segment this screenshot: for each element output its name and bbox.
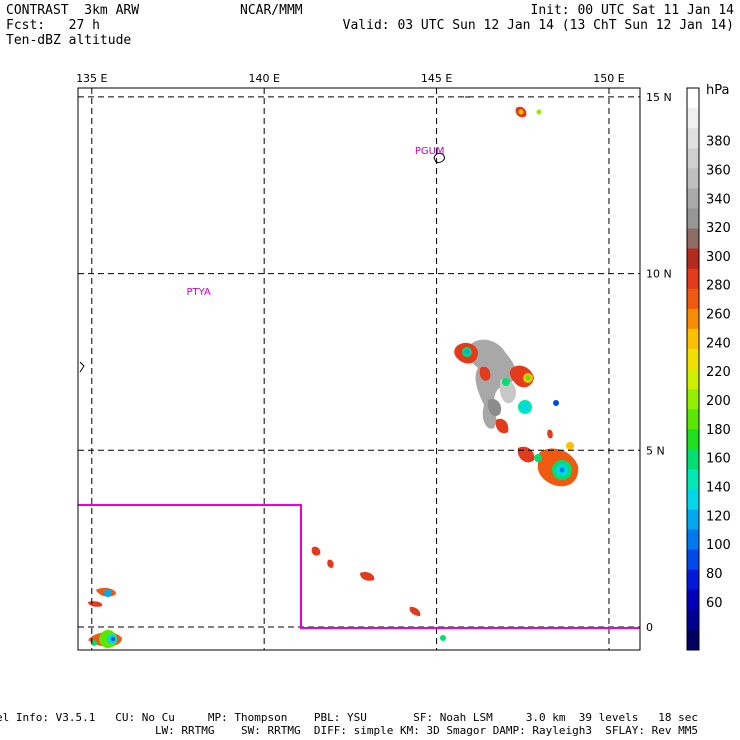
colorbar-label: 260 xyxy=(706,308,731,323)
colorbar-label: 240 xyxy=(706,336,731,351)
colorbar-swatch xyxy=(687,88,699,109)
colorbar-swatch xyxy=(687,108,699,129)
colorbar-swatch xyxy=(687,148,699,169)
colorbar-swatch xyxy=(687,348,699,370)
colorbar-frame xyxy=(686,87,700,651)
boundary-line xyxy=(78,504,640,629)
colorbar-label: 220 xyxy=(706,365,731,380)
colorbar: hPa 380 360 340 320 300 280 260 240 220 200 180 160 1… xyxy=(686,83,731,651)
lat-label: 15 N xyxy=(646,91,672,104)
valid-time: Valid: 03 UTC Sun 12 Jan 14 (13 ChT Sun … xyxy=(342,18,734,33)
model-info-line1: Model Info: V3.5.1 CU: No Cu MP: Thompso… xyxy=(0,711,698,724)
colorbar-label: 180 xyxy=(706,423,731,438)
lon-label: 145 E xyxy=(421,72,452,85)
model-info-line2: LW: RRTMG SW: RRTMG DIFF: simple KM: 3D … xyxy=(154,724,698,737)
echo-field xyxy=(88,106,579,648)
colorbar-swatch xyxy=(687,469,699,490)
latitude-labels: 15 N 10 N 5 N 0 xyxy=(646,91,672,634)
colorbar-swatch xyxy=(687,288,699,310)
colorbar-swatch xyxy=(687,569,699,591)
init-time: Init: 00 UTC Sat 11 Jan 14 xyxy=(530,3,735,18)
colorbar-swatch xyxy=(687,389,699,410)
colorbar-swatch xyxy=(687,308,699,330)
forecast-hour: Fcst: 27 h xyxy=(6,18,100,33)
lat-label: 0 xyxy=(646,621,653,634)
header-org: NCAR/MMM xyxy=(240,3,303,18)
colorbar-label: 320 xyxy=(706,221,731,236)
lon-label: 140 E xyxy=(248,72,279,85)
lat-label: 10 N xyxy=(646,268,672,281)
colorbar-swatch xyxy=(687,369,699,390)
model-title: CONTRAST 3km ARW xyxy=(6,3,140,18)
colorbar-swatch xyxy=(687,328,699,350)
colorbar-label: 360 xyxy=(706,163,731,178)
colorbar-label: 120 xyxy=(706,509,731,524)
lat-label: 5 N xyxy=(646,444,665,457)
colorbar-swatch xyxy=(687,268,699,290)
colorbar-swatch xyxy=(687,409,699,430)
colorbar-swatch xyxy=(687,208,699,229)
map-frame xyxy=(77,87,641,651)
colorbar-swatch xyxy=(687,228,699,250)
place-labels: PGUM PTYA xyxy=(187,146,445,298)
colorbar-swatch xyxy=(687,248,699,270)
colorbar-unit: hPa xyxy=(706,83,729,98)
colorbar-swatch xyxy=(687,429,699,450)
header-right: Init: 00 UTC Sat 11 Jan 14 Valid: 03 UTC… xyxy=(343,3,734,33)
model-info: Model Info: V3.5.1 CU: No Cu MP: Thompso… xyxy=(0,711,698,737)
longitude-labels: 135 E 140 E 145 E 150 E xyxy=(76,72,625,85)
colorbar-swatch xyxy=(687,609,699,631)
coastline xyxy=(79,96,470,373)
field-name: Ten-dBZ altitude xyxy=(6,33,132,48)
colorbar-label: 380 xyxy=(706,135,731,150)
colorbar-label: 200 xyxy=(706,394,731,409)
colorbar-label: 300 xyxy=(706,250,731,265)
colorbar-label: 340 xyxy=(706,192,731,207)
colorbar-label: 100 xyxy=(706,538,731,553)
colorbar-swatch xyxy=(687,188,699,209)
colorbar-label: 80 xyxy=(706,567,723,582)
colorbar-swatch xyxy=(687,589,699,611)
colorbar-label: 60 xyxy=(706,596,723,611)
colorbar-label: 280 xyxy=(706,279,731,294)
lon-label: 150 E xyxy=(593,72,624,85)
place-label: PGUM xyxy=(415,146,445,157)
colorbar-label: 160 xyxy=(706,452,731,467)
colorbar-swatch xyxy=(687,128,699,149)
colorbar-swatch xyxy=(687,449,699,470)
colorbar-swatch xyxy=(687,489,699,510)
colorbar-swatch xyxy=(687,509,699,531)
colorbar-swatch xyxy=(687,529,699,551)
header-left: CONTRAST 3km ARW Fcst: 27 h Ten-dBZ alti… xyxy=(6,3,139,48)
colorbar-swatch xyxy=(687,168,699,189)
colorbar-swatch xyxy=(687,629,699,651)
place-label: PTYA xyxy=(187,287,211,298)
colorbar-swatch xyxy=(687,549,699,571)
lon-label: 135 E xyxy=(76,72,107,85)
map-background xyxy=(78,88,640,650)
colorbar-label: 140 xyxy=(706,480,731,495)
